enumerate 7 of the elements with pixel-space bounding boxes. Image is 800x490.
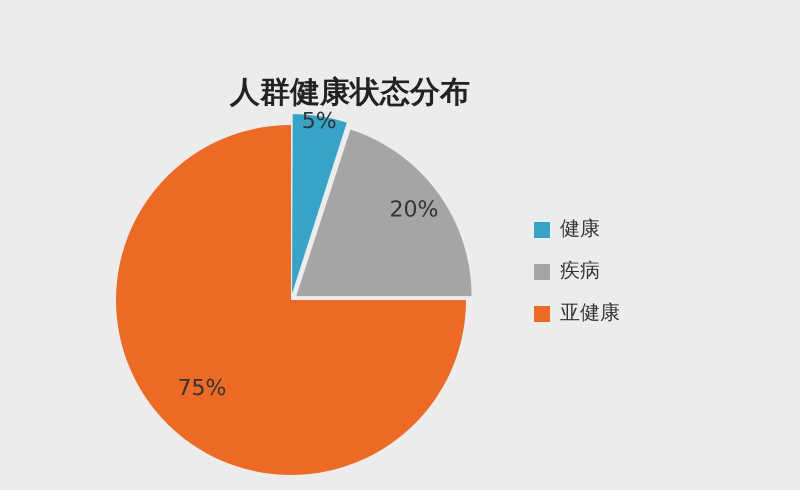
chart-title: 人群健康状态分布: [229, 74, 470, 110]
legend-label: 健康: [560, 216, 600, 240]
legend-label: 疾病: [560, 258, 600, 282]
data-label: 20%: [390, 197, 438, 222]
data-label: 75%: [177, 376, 226, 401]
data-label: 5%: [302, 108, 337, 134]
legend-label: 亚健康: [560, 300, 620, 324]
